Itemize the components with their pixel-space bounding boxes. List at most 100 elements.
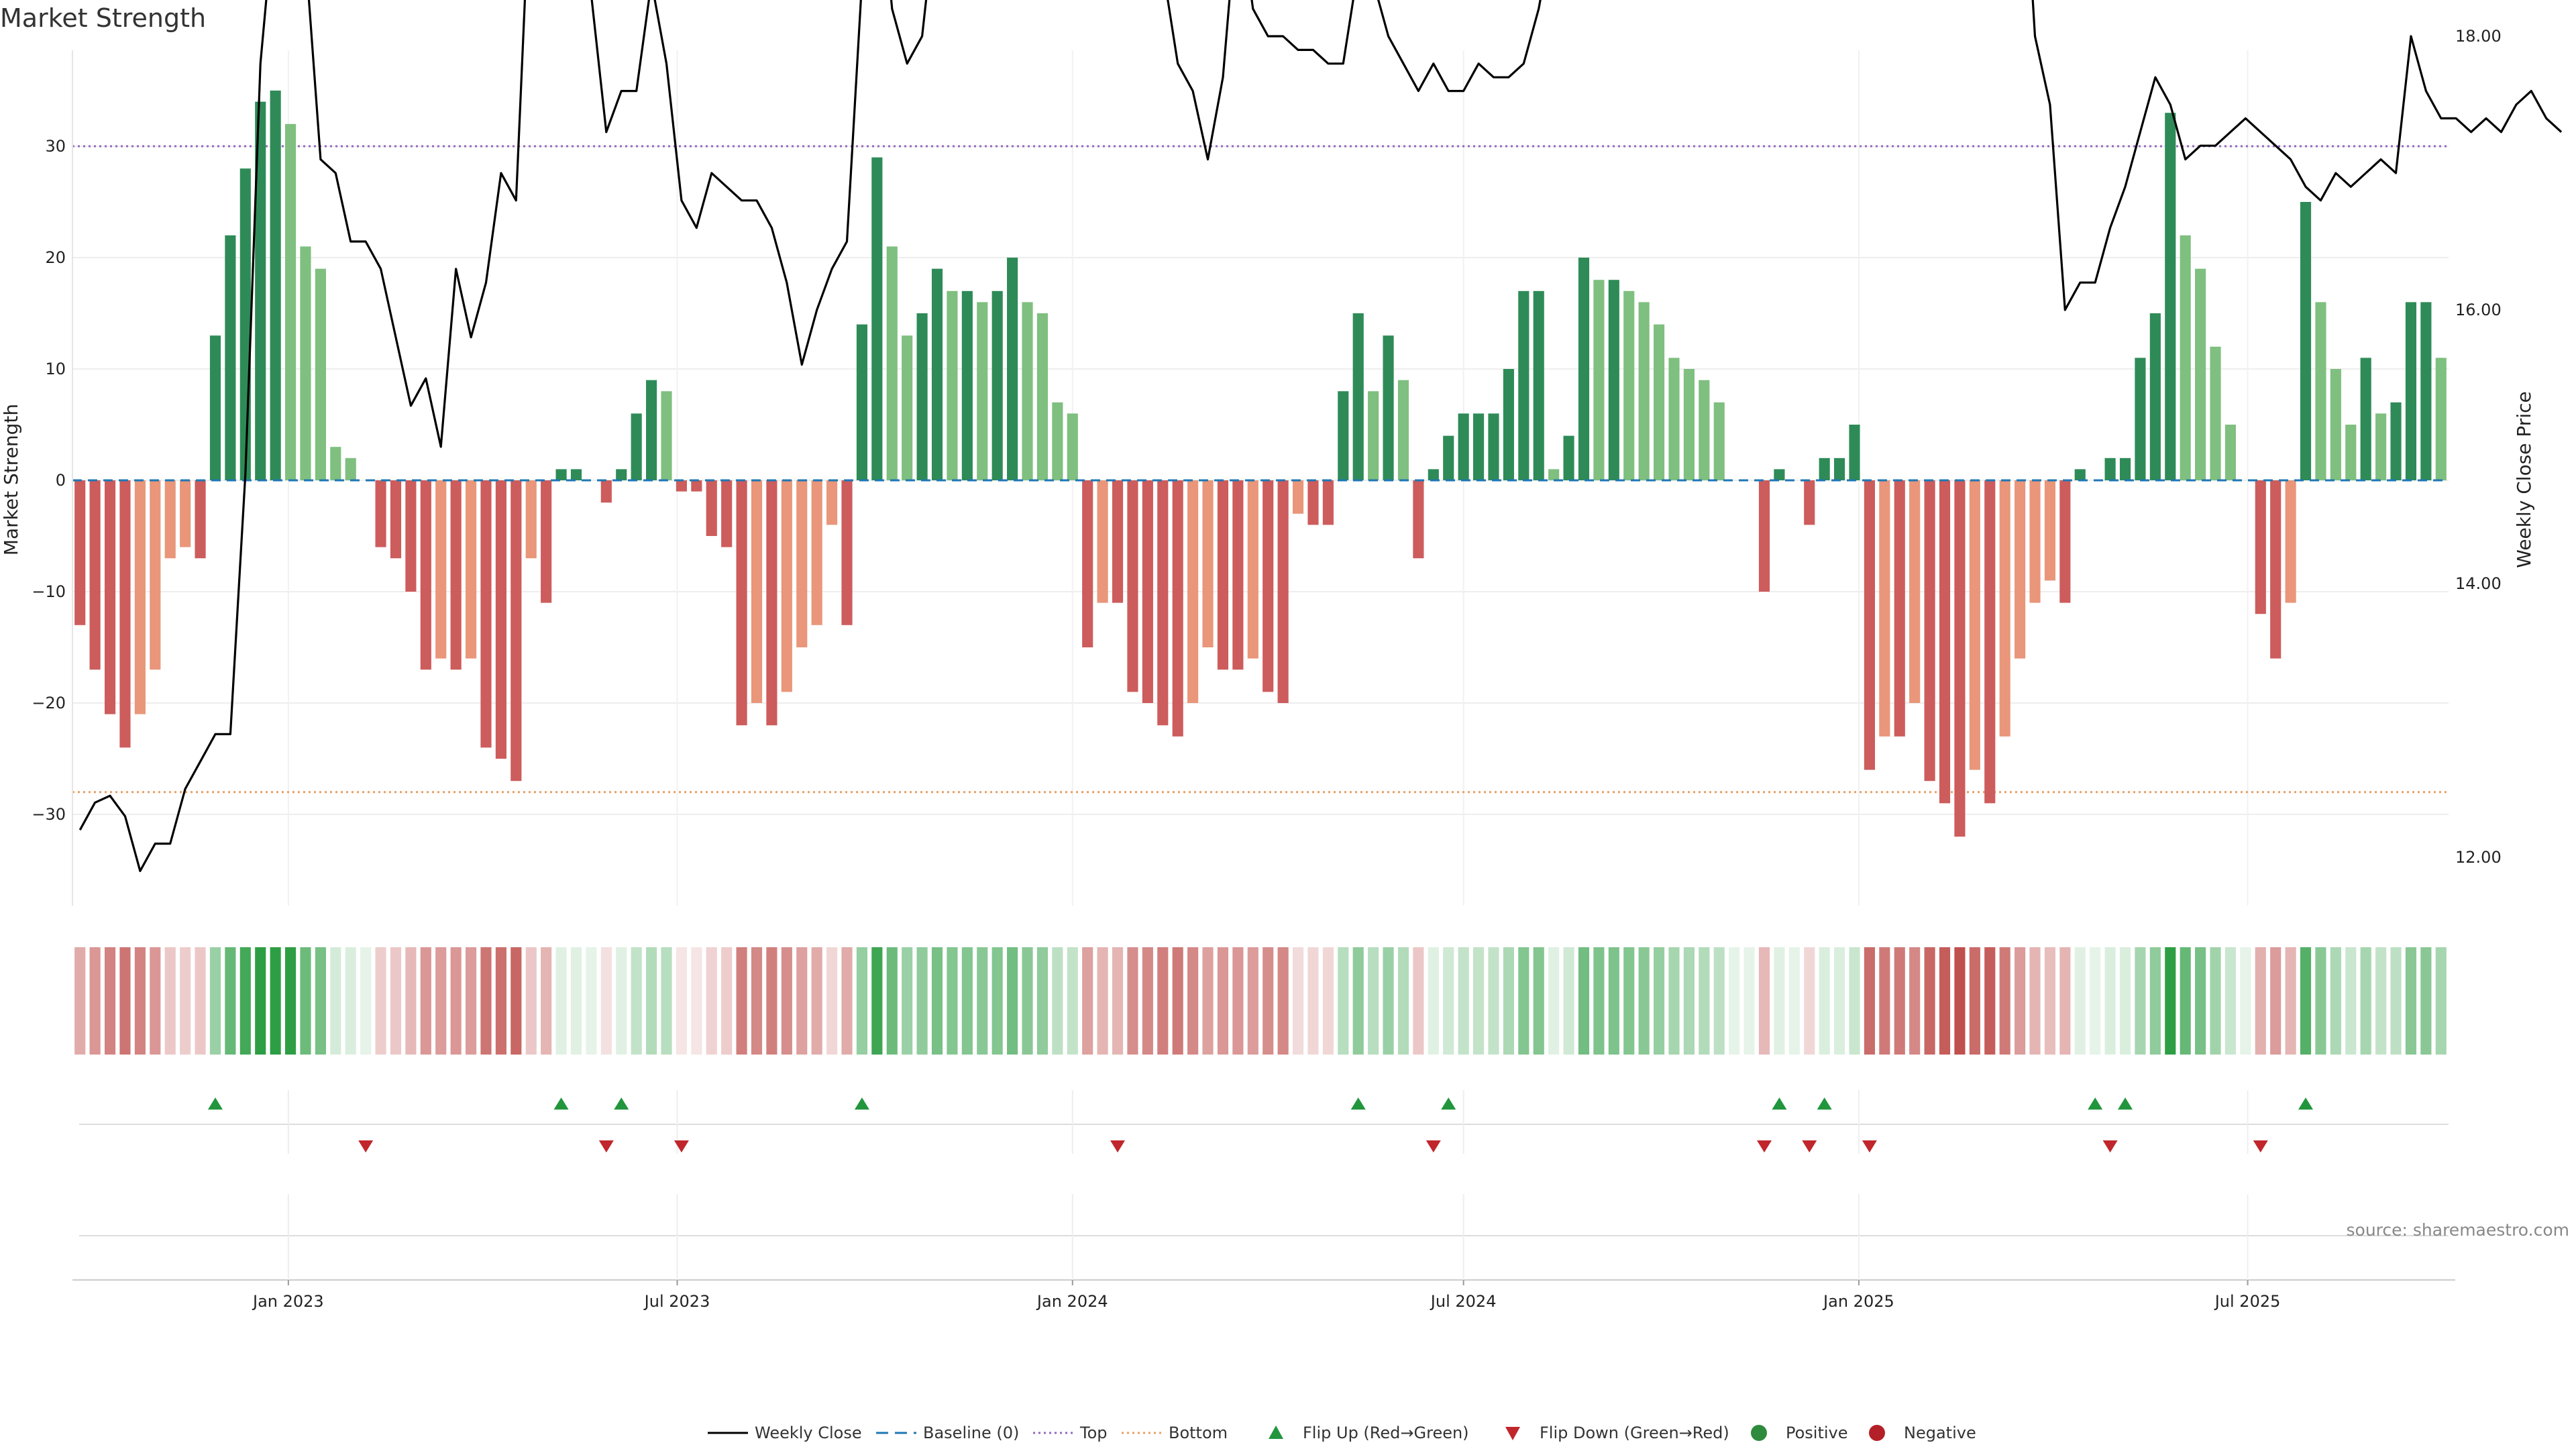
strength-bar <box>1864 480 1875 770</box>
heat-cell <box>435 947 447 1055</box>
strength-bar <box>977 302 988 480</box>
strength-bar <box>2420 302 2432 480</box>
strength-bar <box>2270 480 2282 659</box>
heat-cell <box>1593 947 1605 1055</box>
left-axis-ticks: −30 −20 −10 0 10 20 30 <box>32 137 66 824</box>
heat-cell <box>2029 947 2041 1055</box>
heat-cell <box>495 947 506 1055</box>
strength-bar <box>871 157 883 480</box>
heat-cell <box>886 947 898 1055</box>
heat-cell <box>375 947 386 1055</box>
heat-cell <box>916 947 928 1055</box>
strength-bar <box>1157 480 1169 726</box>
heat-cell <box>180 947 191 1055</box>
strength-bar <box>1127 480 1138 692</box>
strength-bar <box>1999 480 2010 737</box>
heat-cell <box>330 947 341 1055</box>
heat-cell <box>2044 947 2056 1055</box>
flip-up-marker <box>1817 1097 1832 1110</box>
strength-bar <box>2435 358 2447 480</box>
strength-bar <box>511 480 522 782</box>
strength-bar <box>1819 458 1830 480</box>
heat-cell <box>1849 947 1860 1055</box>
strength-bar <box>465 480 477 659</box>
strength-bar <box>2135 358 2146 480</box>
heat-cell <box>360 947 372 1055</box>
strength-bar <box>1653 324 1665 480</box>
heat-cell <box>1954 947 1966 1055</box>
heat-cell <box>2390 947 2402 1055</box>
heat-cell <box>1713 947 1725 1055</box>
strength-bar <box>2375 413 2387 480</box>
heat-cell <box>1879 947 1890 1055</box>
heat-cell <box>1368 947 1379 1055</box>
legend-label: Weekly Close <box>755 1424 862 1442</box>
strength-bar <box>691 480 702 492</box>
heat-cell <box>1758 947 1770 1055</box>
heat-cell <box>2180 947 2191 1055</box>
heat-cell <box>1743 947 1755 1055</box>
heat-cell <box>2195 947 2206 1055</box>
legend-label: Bottom <box>1169 1424 1228 1442</box>
left-axis-label: Market Strength <box>0 404 22 555</box>
weekly-close-line <box>78 0 2563 872</box>
flip-down-marker <box>2102 1140 2118 1152</box>
strength-bar <box>2059 480 2071 603</box>
legend-label: Flip Down (Green→Red) <box>1540 1424 1729 1442</box>
heat-cell <box>2300 947 2312 1055</box>
strength-bar <box>916 313 928 480</box>
strength-bar <box>1292 480 1304 514</box>
heat-cell <box>736 947 747 1055</box>
strength-bar <box>390 480 402 559</box>
heat-cell <box>1819 947 1830 1055</box>
heat-cell <box>841 947 853 1055</box>
strength-bar <box>796 480 808 647</box>
flip-up-marker <box>614 1097 629 1110</box>
strength-bar <box>2285 480 2296 603</box>
heat-cell <box>1112 947 1124 1055</box>
heat-cell <box>1804 947 1815 1055</box>
heat-cell <box>826 947 838 1055</box>
chart-title: Market Strength <box>0 3 206 33</box>
x-tick-label: Jan 2024 <box>1036 1292 1108 1311</box>
legend-swatch <box>1869 1425 1885 1441</box>
heat-cell <box>239 947 251 1055</box>
strength-bar <box>1608 280 1619 480</box>
strength-bar <box>119 480 131 748</box>
heat-cell <box>1127 947 1138 1055</box>
strength-bar <box>841 480 853 625</box>
heat-cell <box>2315 947 2326 1055</box>
heat-cell <box>195 947 206 1055</box>
strength-bar <box>1007 258 1018 480</box>
heat-cell <box>390 947 402 1055</box>
strength-bar <box>225 235 236 480</box>
strength-bar <box>1593 280 1605 480</box>
heat-cell <box>1834 947 1845 1055</box>
strength-bar <box>330 447 341 480</box>
strength-bar <box>1834 458 1845 480</box>
strength-bar <box>721 480 733 547</box>
heat-cell <box>600 947 612 1055</box>
heat-cell <box>284 947 297 1055</box>
heat-cell <box>1007 947 1018 1055</box>
strength-bar <box>2119 458 2131 480</box>
heat-cell <box>1277 947 1289 1055</box>
heat-cell <box>1052 947 1063 1055</box>
strength-bar <box>1533 290 1544 480</box>
heat-cell <box>2435 947 2447 1055</box>
strength-bar <box>150 480 161 670</box>
heat-cell <box>1578 947 1590 1055</box>
heat-cell <box>646 947 657 1055</box>
heat-cell <box>1623 947 1635 1055</box>
heat-cell <box>1097 947 1108 1055</box>
heat-cell <box>1397 947 1409 1055</box>
strength-bar <box>856 324 868 480</box>
heat-cell <box>1383 947 1394 1055</box>
heat-cell <box>1338 947 1349 1055</box>
strength-bar <box>1322 480 1334 525</box>
flip-up-marker <box>2118 1097 2133 1110</box>
strength-bar <box>164 480 176 559</box>
strength-bar <box>1984 480 1996 804</box>
heat-cell <box>1683 947 1695 1055</box>
heat-cell <box>1939 947 1951 1055</box>
